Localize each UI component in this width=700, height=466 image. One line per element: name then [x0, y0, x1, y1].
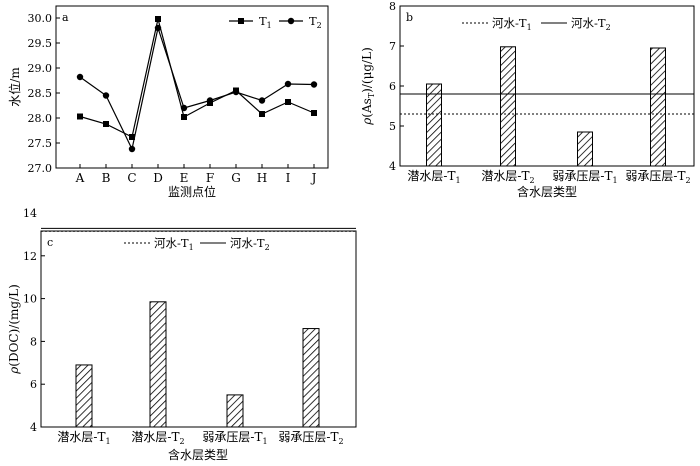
panel-a-point-t1: [311, 110, 317, 116]
panel-b-xlabel: 含水层类型: [517, 184, 577, 199]
panel-a-point-t2: [232, 88, 240, 96]
panel-a-point-t2: [180, 104, 188, 112]
panel-c-ytick-label: 10: [23, 293, 37, 306]
panel-a-legend: T1 T2: [229, 14, 322, 30]
panel-b-xtick-label: 潜水层-T2: [481, 169, 534, 185]
panel-c-legend: 河水-T1 河水-T2: [124, 236, 270, 252]
panel-a-xtick-label: H: [257, 171, 267, 185]
panel-b-xtick-label: 弱承压层-T1: [552, 169, 617, 185]
panel-c-bar: [149, 301, 167, 428]
panel-b-ytick-label: 4: [389, 160, 396, 173]
panel-a-xtick-label: F: [206, 171, 214, 185]
panel-b-bar: [650, 47, 666, 167]
panel-b-letter: b: [406, 11, 413, 24]
panel-c-letter: c: [47, 236, 53, 249]
panel-b-xtick-label: 弱承压层-T2: [625, 169, 690, 185]
panel-b-ytick-label: 8: [389, 0, 396, 13]
legend-river-t1-label-c: 河水-T1: [154, 236, 194, 252]
panel-a-point-t2: [206, 97, 214, 104]
panel-a-point-t2: [102, 92, 110, 99]
panel-a-ytick-label: 28.0: [28, 112, 53, 125]
legend-river-t2-label-c: 河水-T2: [230, 236, 270, 252]
panel-a-point-t2: [154, 24, 162, 32]
panel-b-ytick-label: 5: [389, 120, 396, 133]
panel-c-xtick-label: 潜水层-T1: [57, 430, 110, 446]
panel-b-ylabel: ρ(AsT)/(μg/L): [360, 47, 376, 126]
chart-marks: 27.0 27.5 28.0 28.5 29.0 29.5 30.0 A B C D E F G H I J 4 5…: [23, 0, 694, 446]
legend-river-t1-label: 河水-T1: [492, 16, 532, 32]
panel-a-point-t2: [310, 81, 318, 88]
legend-t2-label: T2: [309, 14, 322, 30]
panel-a-series-t2-line: [79, 25, 315, 151]
panel-a-xtick-label: D: [153, 171, 163, 185]
panel-a-point-t1: [181, 114, 187, 120]
panel-a-series-t1-line: [79, 18, 315, 138]
panel-c-ytick-label: 14: [23, 207, 37, 220]
panel-c-bar: [302, 328, 320, 428]
panel-a-point-t1: [259, 111, 265, 117]
panel-a-frame: [55, 5, 329, 169]
panel-c-bar: [226, 394, 244, 428]
panel-a-point-t1: [155, 16, 161, 22]
panel-a-ytick-label: 28.5: [28, 87, 53, 100]
legend-t1-label: T1: [259, 14, 272, 30]
panel-a-point-t2: [128, 145, 136, 153]
panel-a-xlabel: 监测点位: [168, 184, 216, 199]
panel-c-xtick-label: 弱承压层-T1: [202, 430, 267, 446]
panel-a-point-t1: [129, 134, 135, 140]
panel-a-ytick-label: 27.5: [28, 137, 53, 150]
panel-a-xtick-label: J: [310, 171, 317, 185]
panel-a-point-t2: [284, 80, 292, 88]
panel-c-xtick-label: 弱承压层-T2: [278, 430, 343, 446]
panel-a-letter: a: [62, 11, 69, 24]
panel-c-ytick-label: 4: [30, 421, 37, 434]
panel-a-ytick-label: 27.0: [28, 162, 53, 175]
panel-c-bar: [75, 364, 93, 428]
legend-river-t2-label: 河水-T2: [571, 16, 611, 32]
panel-a-point-t1: [285, 99, 291, 105]
panel-a-ytick-label: 30.0: [28, 12, 53, 25]
panel-b-bar: [577, 131, 593, 167]
panel-b-bar: [500, 46, 516, 167]
panel-c-ylabel: ρ(DOC)/(mg/L): [7, 284, 21, 375]
panel-a-ytick-label: 29.5: [28, 37, 53, 50]
panel-c-ytick-label: 6: [30, 378, 37, 391]
panel-b-ytick-label: 7: [389, 40, 396, 53]
panel-b-legend: 河水-T1 河水-T2: [462, 16, 611, 32]
panel-a-ytick-label: 29.0: [28, 62, 53, 75]
panel-a-ylabel: 水位/m: [7, 67, 22, 107]
panel-a-xtick-label: I: [286, 171, 291, 185]
panel-a-xtick-label: E: [180, 171, 189, 185]
panel-c-ytick-label: 12: [23, 250, 37, 263]
panel-a-point-t2: [258, 97, 266, 104]
panel-b-ytick-label: 6: [389, 80, 396, 93]
panel-c-ytick-label: 8: [30, 335, 37, 348]
panel-a-xtick-label: G: [231, 171, 241, 185]
panel-a-xtick-label: C: [127, 171, 136, 185]
panel-a-point-t1: [103, 121, 109, 127]
panel-b-bar: [426, 83, 442, 167]
panel-a-point-t1: [77, 113, 83, 120]
panel-b-xtick-label: 潜水层-T1: [407, 169, 460, 185]
panel-c-xtick-label: 潜水层-T2: [131, 430, 184, 446]
panel-a-xtick-label: A: [75, 171, 85, 185]
panel-c-xlabel: 含水层类型: [168, 447, 228, 462]
panel-b-frame: [399, 5, 695, 167]
panel-a-xtick-label: B: [102, 171, 111, 185]
panel-a-point-t2: [76, 73, 84, 81]
